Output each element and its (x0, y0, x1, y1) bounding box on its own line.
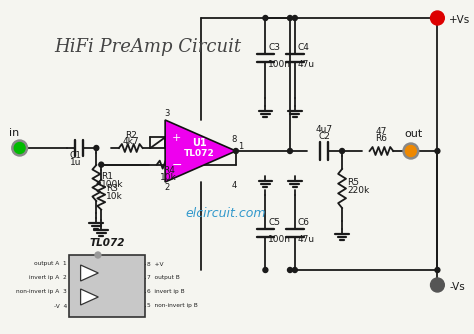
Polygon shape (165, 120, 236, 182)
Text: R1: R1 (101, 172, 113, 181)
Circle shape (263, 268, 268, 273)
Text: 100n: 100n (268, 60, 292, 69)
Text: R6: R6 (375, 134, 387, 143)
Text: 10k: 10k (160, 173, 177, 182)
Circle shape (99, 162, 104, 167)
Text: −: − (172, 159, 182, 172)
Circle shape (292, 15, 297, 20)
Text: C2: C2 (319, 132, 330, 141)
Text: 1: 1 (238, 142, 244, 151)
Text: R4: R4 (163, 166, 174, 175)
Circle shape (288, 15, 292, 20)
Text: -Vs: -Vs (449, 282, 465, 292)
Text: 2: 2 (164, 183, 170, 192)
Text: C1: C1 (70, 151, 82, 160)
Text: output A  1: output A 1 (34, 262, 67, 267)
Text: TL072: TL072 (184, 149, 214, 158)
Text: 47: 47 (376, 127, 387, 136)
Text: 10k: 10k (106, 192, 123, 201)
Circle shape (14, 143, 25, 154)
Circle shape (403, 143, 419, 159)
Text: R3: R3 (106, 184, 118, 193)
Circle shape (263, 15, 268, 20)
Text: 7  output B: 7 output B (147, 276, 180, 281)
Text: invert ip A  2: invert ip A 2 (29, 276, 67, 281)
Circle shape (430, 11, 444, 25)
Text: C3: C3 (268, 43, 280, 52)
Circle shape (405, 146, 416, 157)
Circle shape (95, 252, 101, 258)
Text: 220k: 220k (347, 185, 369, 194)
Text: 47u: 47u (298, 60, 315, 69)
Text: HiFi PreAmp Circuit: HiFi PreAmp Circuit (54, 38, 241, 56)
Circle shape (435, 149, 440, 154)
Text: 3: 3 (164, 109, 170, 118)
Text: +: + (172, 133, 182, 143)
Polygon shape (81, 265, 98, 281)
Text: 100n: 100n (268, 234, 292, 243)
Text: 8: 8 (231, 135, 237, 144)
Text: -V  4: -V 4 (54, 304, 67, 309)
Circle shape (435, 268, 440, 273)
Circle shape (339, 149, 345, 154)
Text: 4: 4 (231, 181, 237, 190)
Text: in: in (9, 128, 19, 138)
Text: 4u7: 4u7 (316, 125, 333, 134)
Text: C6: C6 (298, 217, 310, 226)
Text: C5: C5 (268, 217, 280, 226)
Text: non-invert ip A  3: non-invert ip A 3 (16, 290, 67, 295)
Text: out: out (405, 129, 423, 139)
FancyBboxPatch shape (69, 255, 146, 317)
Circle shape (430, 278, 444, 292)
Text: R5: R5 (347, 177, 359, 186)
Circle shape (288, 149, 292, 154)
Polygon shape (81, 289, 98, 305)
Text: TL072: TL072 (90, 238, 125, 248)
Circle shape (288, 268, 292, 273)
Text: U1: U1 (192, 138, 206, 148)
Circle shape (94, 146, 99, 151)
Circle shape (234, 149, 238, 154)
Text: 47u: 47u (298, 234, 315, 243)
Text: 1u: 1u (70, 158, 82, 167)
Text: elcircuit.com: elcircuit.com (186, 206, 266, 219)
Text: 5  non-invert ip B: 5 non-invert ip B (147, 304, 198, 309)
Circle shape (12, 140, 27, 156)
Text: 6  invert ip B: 6 invert ip B (147, 290, 185, 295)
Text: 8  +V: 8 +V (147, 262, 164, 267)
Text: C4: C4 (298, 43, 310, 52)
Text: 100k: 100k (101, 180, 124, 189)
Circle shape (292, 268, 297, 273)
Text: 4k7: 4k7 (122, 137, 139, 146)
Text: +Vs: +Vs (449, 15, 471, 25)
Text: R2: R2 (125, 131, 137, 140)
